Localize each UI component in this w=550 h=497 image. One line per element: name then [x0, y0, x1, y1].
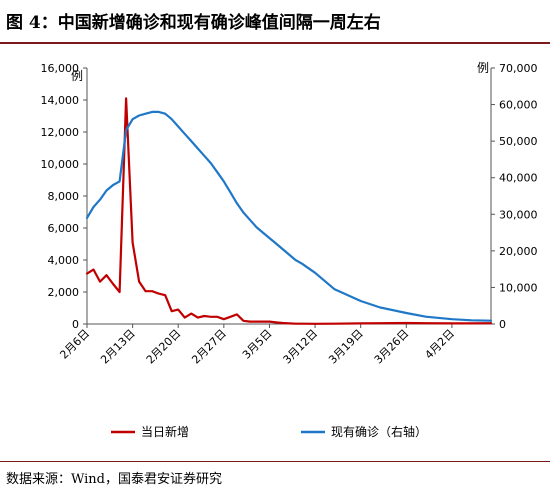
y-left-tick-label: 4,000	[48, 254, 80, 267]
series-line-new-cases	[85, 97, 493, 325]
series-layer	[85, 97, 493, 325]
y-right-tick-label: 10,000	[499, 281, 538, 294]
y-left-tick-label: 16,000	[41, 62, 80, 75]
y-right-unit-label: 例	[477, 61, 489, 75]
x-tick-label: 2月20日	[144, 327, 184, 367]
x-tick-label: 3月5日	[240, 327, 275, 362]
y-left-unit-label: 例	[71, 69, 83, 83]
y-left-tick-label: 10,000	[41, 158, 80, 171]
y-right-tick-label: 50,000	[499, 135, 538, 148]
source-note: 数据来源：Wind，国泰君安证券研究	[6, 472, 222, 487]
x-tick-label: 3月19日	[326, 327, 366, 367]
y-right-tick-label: 60,000	[499, 99, 538, 112]
y-left-tick-label: 0	[72, 318, 79, 331]
y-right-tick-label: 0	[499, 318, 506, 331]
y-left-tick-label: 12,000	[41, 126, 80, 139]
x-tick-label: 2月27日	[189, 327, 229, 367]
y-left-tick-label: 2,000	[48, 286, 80, 299]
chart: 0 2,000 4,000 6,000 8,000 10,000 12,000 14,000 1…	[41, 61, 538, 439]
y-right-tick-label: 20,000	[499, 245, 538, 258]
y-right-tick-label: 30,000	[499, 208, 538, 221]
y-right-tick-label: 40,000	[499, 172, 538, 185]
y-right-tick-label: 70,000	[499, 62, 538, 75]
x-tick-label: 2月6日	[57, 327, 92, 362]
legend-item-active-cases-label: 现有确诊（右轴）	[331, 424, 427, 439]
x-tick-label: 4月2日	[422, 327, 457, 362]
x-tick-label: 2月13日	[98, 327, 138, 367]
x-tick-label: 3月26日	[372, 327, 412, 367]
figure-title: 图 4：中国新增确诊和现有确诊峰值间隔一周左右	[6, 13, 381, 33]
y-left-tick-label: 6,000	[48, 222, 80, 235]
title-rule	[0, 42, 550, 44]
series-line-active-cases	[85, 110, 493, 322]
y-left-tick-label: 14,000	[41, 94, 80, 107]
source-rule	[0, 461, 550, 462]
y-left-tick-label: 8,000	[48, 190, 80, 203]
legend-item-new-cases-label: 当日新增	[141, 424, 189, 439]
legend: 当日新增 现有确诊（右轴）	[111, 424, 427, 439]
x-tick-label: 3月12日	[281, 327, 321, 367]
